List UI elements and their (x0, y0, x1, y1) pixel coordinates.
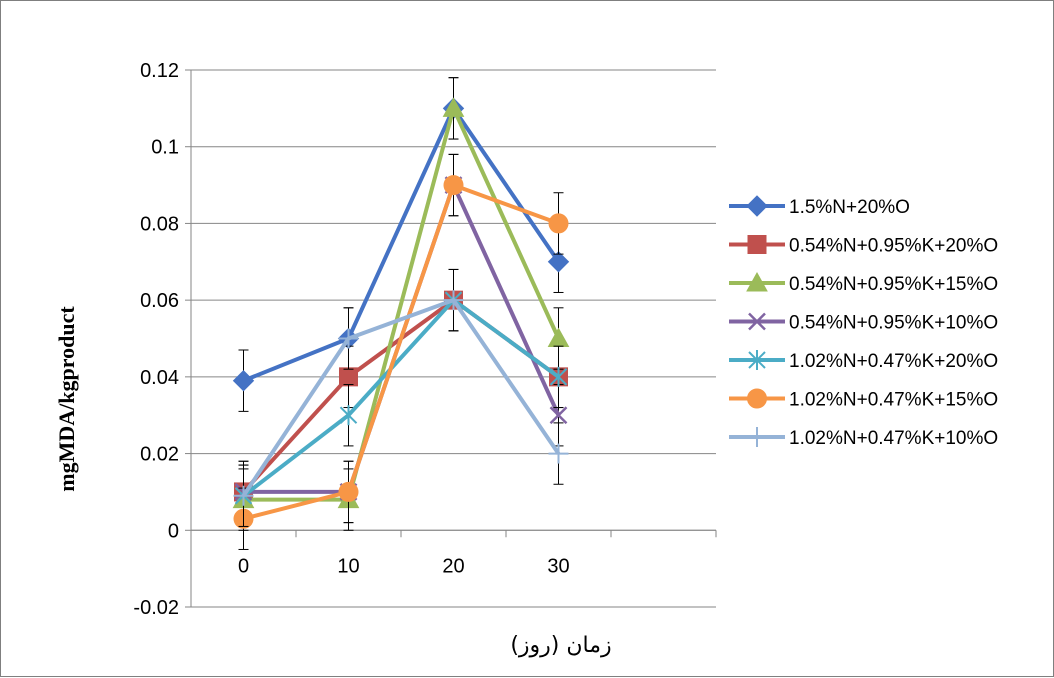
legend-marker (747, 427, 767, 447)
data-point (548, 443, 569, 464)
y-tick-label: 0.02 (140, 444, 179, 466)
legend-item: 1.02%N+0.47%K+15%O (729, 388, 998, 411)
legend-item: 1.5%N+20%O (729, 195, 910, 218)
series-line (243, 106, 561, 502)
series-6 (233, 153, 569, 550)
grid-layer (191, 69, 716, 608)
legend-marker (746, 195, 768, 217)
data-point (549, 366, 568, 387)
y-tick-label: 0 (168, 520, 179, 542)
y-axis-label: mgMDA/kgproduct (54, 306, 79, 492)
legend-item: 1.02%N+0.47%K+20%O (729, 350, 998, 372)
data-point (338, 481, 359, 502)
x-tick-label: 20 (442, 555, 464, 577)
y-tick-label: -0.02 (133, 597, 179, 619)
axis-layer: -0.02 0 0.02 0.04 0.06 0.08 0.1 0.12 0 10 20 30 (133, 60, 717, 619)
y-tick-label: 0.06 (140, 290, 179, 312)
legend-marker (748, 350, 766, 370)
series-line (242, 298, 560, 498)
data-point (339, 405, 358, 426)
x-axis-label: زمان (روز) (510, 633, 611, 658)
data-point (547, 251, 570, 273)
legend-item: 0.54%N+0.95%K+15%O (729, 271, 998, 295)
legend-label: 0.54%N+0.95%K+10%O (789, 313, 998, 334)
legend: 1.5%N+20%O 0.54%N+0.95%K+20%O 0.54%N+0.95%… (729, 195, 998, 449)
series-layer (232, 77, 570, 550)
legend-marker (747, 388, 767, 409)
legend-label: 0.54%N+0.95%K+15%O (789, 274, 998, 295)
x-tick-label: 10 (337, 555, 359, 577)
data-point (233, 485, 254, 506)
series-line (242, 106, 561, 383)
series-line (242, 298, 560, 494)
data-point (232, 369, 255, 392)
data-point (443, 175, 464, 196)
legend-label: 1.02%N+0.47%K+15%O (789, 390, 998, 411)
y-tick-label: 0.08 (140, 213, 179, 235)
y-tick-label: 0.12 (140, 60, 179, 82)
legend-marker (748, 312, 766, 331)
legend-label: 1.02%N+0.47%K+10%O (789, 428, 998, 449)
legend-label: 0.54%N+0.95%K+20%O (789, 236, 998, 257)
data-point (442, 97, 465, 117)
data-point (547, 327, 570, 347)
data-point (338, 328, 359, 349)
series-line (241, 298, 561, 497)
legend-item: 1.02%N+0.47%K+10%O (729, 427, 998, 449)
legend-marker (746, 271, 768, 292)
x-tick-label: 30 (547, 555, 569, 577)
legend-item: 0.54%N+0.95%K+20%O (729, 235, 998, 257)
legend-marker (747, 235, 767, 254)
series-7 (233, 268, 569, 527)
legend-item: 0.54%N+0.95%K+10%O (729, 313, 998, 334)
y-tick-label: 0.04 (140, 367, 179, 389)
x-tick-label: 0 (238, 555, 249, 577)
y-tick-label: 0.1 (151, 137, 179, 159)
data-point (549, 406, 568, 425)
data-point (339, 367, 358, 387)
data-point (548, 213, 569, 234)
legend-label: 1.5%N+20%O (789, 197, 910, 218)
series-1 (232, 77, 570, 412)
series-line (243, 183, 560, 521)
data-point (443, 290, 464, 311)
legend-label: 1.02%N+0.47%K+20%O (789, 351, 998, 372)
